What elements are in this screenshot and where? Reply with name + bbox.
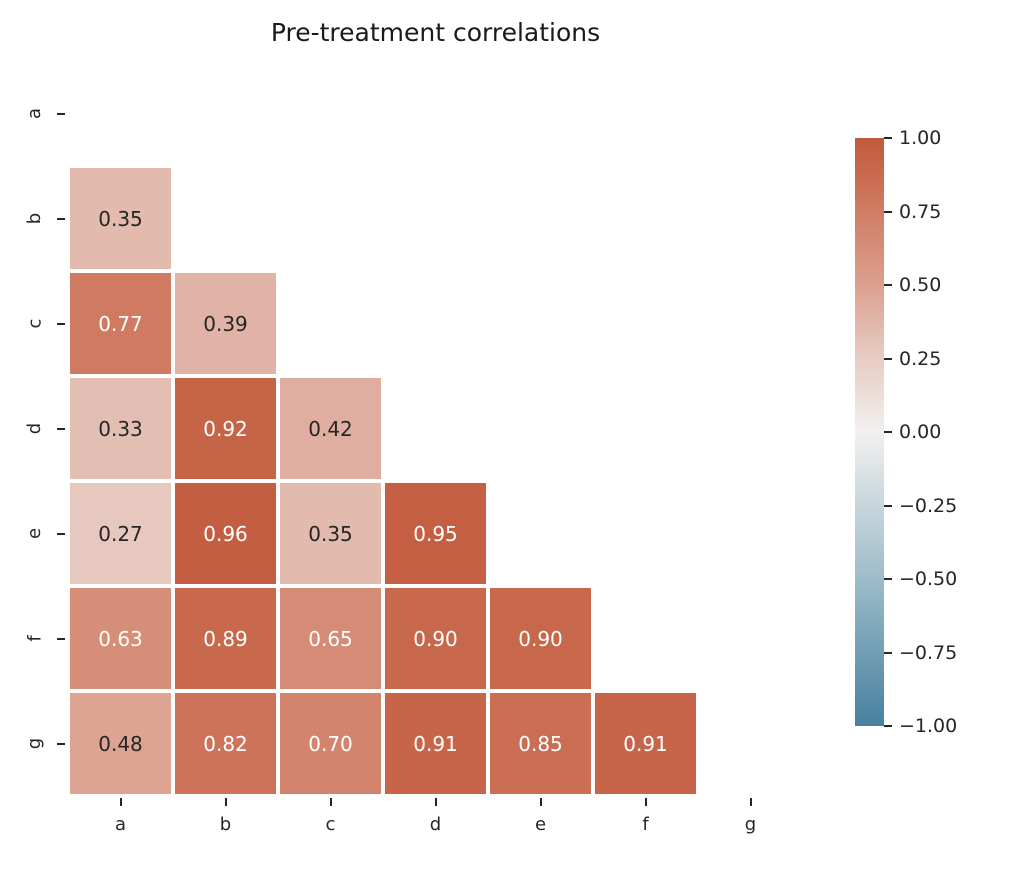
y-tick-b <box>57 217 65 220</box>
colorbar-tick-label-1.00: 1.00 <box>899 127 942 149</box>
y-tick-label-f: f <box>20 586 50 691</box>
colorbar-tick-label-0.25: 0.25 <box>899 347 942 370</box>
cell-value: 0.95 <box>413 521 458 546</box>
colorbar-tick-0.50 <box>884 284 892 286</box>
y-tick-label-a: a <box>20 61 50 166</box>
colorbar-tick-label-−0.50: −0.50 <box>899 568 958 590</box>
y-tick-c <box>57 322 65 325</box>
heatmap-cell-ed: 0.95 <box>385 483 486 584</box>
cell-value: 0.65 <box>308 626 353 651</box>
y-tick-label-c: c <box>20 271 50 376</box>
y-tick-f <box>57 637 65 640</box>
y-tick-g <box>57 742 65 745</box>
cell-value: 0.96 <box>203 521 248 546</box>
colorbar-tick-label-−1.00: −1.00 <box>899 715 958 737</box>
x-tick-c <box>329 798 332 806</box>
cell-value: 0.42 <box>308 416 353 441</box>
cell-value: 0.33 <box>98 416 143 441</box>
x-tick-d <box>434 798 437 806</box>
heatmap-cell-ga: 0.48 <box>70 693 171 794</box>
colorbar-tick-0.25 <box>884 357 892 360</box>
y-tick-text: c <box>24 318 46 329</box>
heatmap-cell-ba: 0.35 <box>70 168 171 269</box>
colorbar-tick-−0.75 <box>884 651 892 654</box>
cell-value: 0.90 <box>518 626 563 651</box>
colorbar-tick-0.00 <box>884 431 892 433</box>
y-tick-label-g: g <box>20 691 50 796</box>
colorbar-tick-label-−0.75: −0.75 <box>899 641 958 664</box>
x-tick-e <box>539 798 542 806</box>
y-tick-a <box>57 112 65 115</box>
cell-value: 0.70 <box>308 731 353 756</box>
y-tick-d <box>57 427 65 430</box>
colorbar-tick-0.75 <box>884 210 892 213</box>
colorbar-tick-label-0.50: 0.50 <box>899 274 942 296</box>
y-tick-text: b <box>24 212 46 225</box>
chart-title: Pre-treatment correlations <box>270 18 601 47</box>
colorbar-tick-1.00 <box>884 137 892 139</box>
y-tick-text: a <box>24 107 46 120</box>
colorbar-tick-−1.00 <box>884 725 892 727</box>
cell-value: 0.91 <box>413 731 458 756</box>
x-tick-g <box>749 798 752 806</box>
colorbar-tick-−0.25 <box>884 504 892 507</box>
cell-value: 0.48 <box>98 731 143 756</box>
cell-value: 0.63 <box>98 626 143 651</box>
heatmap-cell-da: 0.33 <box>70 378 171 479</box>
heatmap-cell-fe: 0.90 <box>490 588 591 689</box>
cell-value: 0.35 <box>308 521 353 546</box>
colorbar-tick-−0.50 <box>884 578 892 580</box>
cell-value: 0.39 <box>203 311 248 336</box>
cell-value: 0.91 <box>623 731 668 756</box>
y-tick-text: f <box>24 635 46 642</box>
colorbar-gradient <box>855 138 884 726</box>
cell-value: 0.92 <box>203 416 248 441</box>
heatmap-cell-gf: 0.91 <box>595 693 696 794</box>
x-tick-label-g: g <box>744 814 757 835</box>
y-tick-label-b: b <box>20 166 50 271</box>
heatmap-cell-fa: 0.63 <box>70 588 171 689</box>
cell-value: 0.90 <box>413 626 458 651</box>
x-tick-b <box>224 798 227 806</box>
x-tick-label-e: e <box>534 814 547 835</box>
heatmap-cell-fd: 0.90 <box>385 588 486 689</box>
cell-value: 0.89 <box>203 626 248 651</box>
cell-value: 0.82 <box>203 731 248 756</box>
heatmap-cell-ea: 0.27 <box>70 483 171 584</box>
colorbar-tick-label-0.00: 0.00 <box>899 421 942 443</box>
cell-value: 0.77 <box>98 311 143 336</box>
heatmap-cell-eb: 0.96 <box>175 483 276 584</box>
x-tick-label-f: f <box>642 814 649 835</box>
y-tick-text: d <box>24 422 46 435</box>
heatmap-cell-gb: 0.82 <box>175 693 276 794</box>
heatmap-cell-db: 0.92 <box>175 378 276 479</box>
colorbar-tick-label-−0.25: −0.25 <box>899 494 958 517</box>
heatmap-cell-fb: 0.89 <box>175 588 276 689</box>
cell-value: 0.27 <box>98 521 143 546</box>
x-tick-a <box>119 798 122 806</box>
y-tick-text: e <box>24 527 46 540</box>
y-tick-label-d: d <box>20 376 50 481</box>
x-tick-label-b: b <box>219 814 232 835</box>
x-tick-f <box>644 798 647 806</box>
heatmap-cell-ec: 0.35 <box>280 483 381 584</box>
heatmap-cell-ge: 0.85 <box>490 693 591 794</box>
heatmap-cell-ca: 0.77 <box>70 273 171 374</box>
x-tick-label-d: d <box>429 814 442 835</box>
heatmap-cell-cb: 0.39 <box>175 273 276 374</box>
heatmap-cell-gd: 0.91 <box>385 693 486 794</box>
y-tick-label-e: e <box>20 481 50 586</box>
colorbar-tick-label-0.75: 0.75 <box>899 200 942 223</box>
cell-value: 0.85 <box>518 731 563 756</box>
cell-value: 0.35 <box>98 206 143 231</box>
heatmap-cell-fc: 0.65 <box>280 588 381 689</box>
heatmap-cell-dc: 0.42 <box>280 378 381 479</box>
x-tick-label-c: c <box>325 814 336 835</box>
y-tick-e <box>57 532 65 535</box>
y-tick-text: g <box>24 737 46 750</box>
heatmap-cell-gc: 0.70 <box>280 693 381 794</box>
x-tick-label-a: a <box>114 814 127 835</box>
